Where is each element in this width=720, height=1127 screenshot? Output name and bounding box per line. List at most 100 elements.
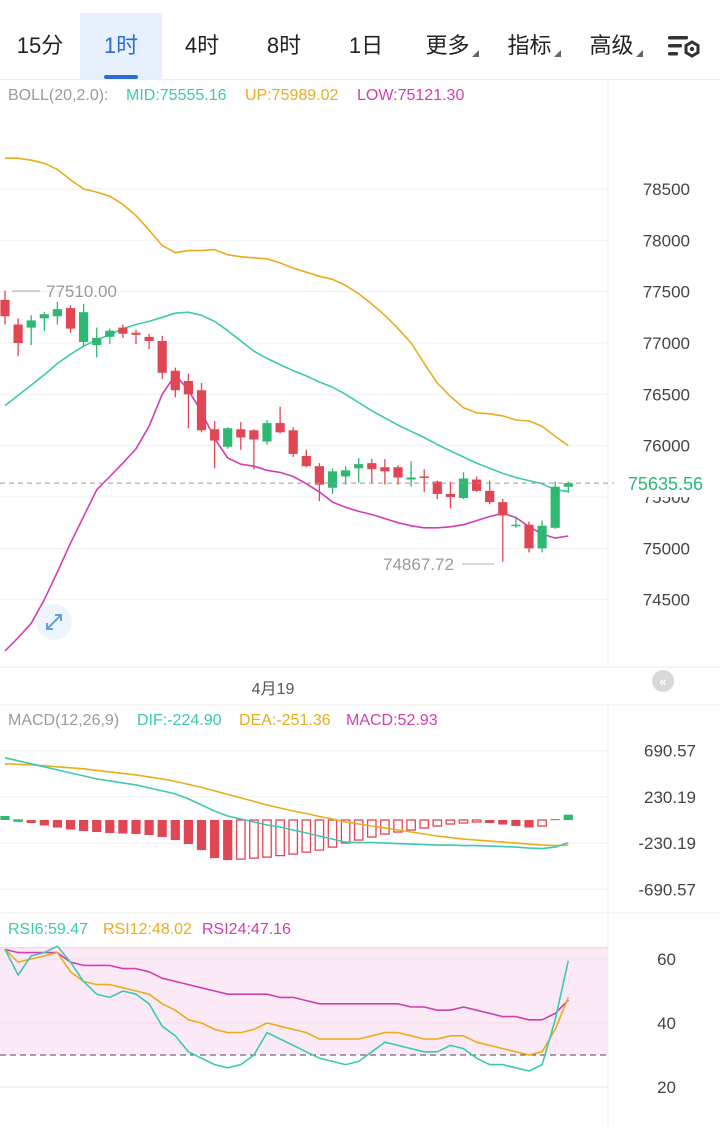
- low-price-marker: 74867.72: [383, 555, 494, 574]
- macd-histogram-bar: [26, 820, 36, 824]
- scroll-to-latest-button[interactable]: «: [652, 670, 674, 692]
- current-price-box: [614, 469, 720, 498]
- boll-lower-line: [4, 373, 569, 652]
- tab-more[interactable]: 更多: [412, 13, 492, 79]
- candle-body: [524, 524, 534, 549]
- macd-histogram-bar: [498, 820, 508, 825]
- rsi-tick-label: 20: [657, 1078, 676, 1097]
- tab-label: 指标: [507, 33, 552, 58]
- rsi12-legend: RSI12:48.02: [103, 921, 192, 938]
- price-tick-label: 78500: [643, 180, 690, 199]
- candle-body: [79, 312, 89, 342]
- candle-body: [131, 332, 141, 335]
- boll-upper-line: [5, 157, 569, 447]
- candle-body: [262, 423, 272, 442]
- candle-body: [196, 390, 207, 431]
- timeframe-tab-bar: 15分 1时 4时 8时 1日 更多 指标 高级: [0, 0, 720, 80]
- macd-tick-label: 690.57: [644, 742, 696, 761]
- macd-histogram-bar: [550, 818, 560, 821]
- price-tick-label: 78000: [643, 231, 690, 250]
- boll-bands-layer: [4, 157, 569, 652]
- tab-label: 8时: [266, 33, 302, 58]
- rsi-axis: 60 40 20: [657, 950, 676, 1097]
- candle-body: [458, 478, 469, 499]
- candle-body: [275, 423, 285, 433]
- rsi-tick-label: 60: [657, 950, 676, 969]
- tab-15m[interactable]: 15分: [0, 13, 80, 79]
- macd-histogram-bar: [196, 820, 207, 851]
- candle-body: [327, 471, 338, 488]
- candle-body: [472, 479, 482, 491]
- candle-body: [183, 380, 193, 395]
- candle-body: [301, 455, 311, 467]
- macd-histogram-bar: [39, 820, 49, 826]
- rsi12-line: [4, 948, 570, 1056]
- candle-body: [288, 430, 298, 454]
- macd-histogram-bar: [0, 815, 10, 820]
- candles-layer: [0, 290, 573, 562]
- rsi-overbought-band: [0, 947, 608, 1055]
- tab-1d[interactable]: 1日: [326, 13, 406, 79]
- rsi24-legend: RSI24:47.16: [202, 921, 291, 938]
- candle-body: [367, 463, 377, 470]
- macd-histogram-bar: [353, 819, 364, 841]
- candle-body: [0, 299, 10, 317]
- macd-histogram-bar: [537, 819, 547, 827]
- candle-body: [52, 309, 62, 317]
- macd-histogram-bar: [288, 819, 299, 855]
- candle-body: [13, 324, 23, 343]
- macd-histogram-bar: [485, 820, 495, 824]
- macd-histogram-bar: [419, 819, 430, 829]
- low-price-label: 74867.72: [383, 555, 454, 574]
- candle-body: [511, 524, 521, 527]
- expand-chart-button[interactable]: [36, 604, 72, 640]
- macd-histogram-bar: [249, 819, 259, 859]
- candle-body: [380, 467, 390, 472]
- macd-histogram-bar: [393, 819, 403, 833]
- macd-histogram-bar: [144, 820, 154, 836]
- chart-settings-button[interactable]: [664, 30, 704, 66]
- candle-body: [445, 493, 455, 498]
- tab-label: 4时: [184, 33, 220, 58]
- rsi6-line: [4, 945, 570, 1072]
- active-tab-indicator: [104, 75, 138, 79]
- candle-body: [210, 429, 220, 441]
- candle-body: [92, 337, 102, 346]
- candle-body: [118, 327, 128, 334]
- rsi-tick-label: 40: [657, 1014, 676, 1033]
- candle-body: [39, 314, 49, 319]
- macd-histogram-bar: [183, 820, 193, 845]
- price-tick-label: 77500: [643, 283, 690, 302]
- macd-histogram-bar: [432, 819, 443, 827]
- macd-histogram-bar: [13, 819, 23, 822]
- rsi-legend: RSI6:59.47 RSI12:48.02 RSI24:47.16: [8, 921, 291, 938]
- current-price-label: 75635.56: [628, 474, 703, 494]
- tab-label: 高级: [589, 33, 634, 58]
- tab-4h[interactable]: 4时: [162, 13, 242, 79]
- macd-histogram-bar: [406, 819, 416, 831]
- tab-indicators[interactable]: 指标: [494, 13, 574, 79]
- macd-histogram-bar: [262, 819, 272, 858]
- candle-body: [419, 476, 429, 478]
- chart-area[interactable]: BOLL(20,2.0): MID:75555.16 UP:75989.02 L…: [0, 80, 720, 1127]
- boll-mid-legend: MID:75555.16: [126, 87, 227, 104]
- macd-histogram-bar: [471, 819, 482, 823]
- macd-legend: MACD(12,26,9) DIF:-224.90 DEA:-251.36 MA…: [8, 712, 438, 729]
- high-price-marker: 77510.00: [12, 282, 117, 301]
- candle-body: [314, 466, 324, 485]
- macd-histogram-bar: [366, 819, 377, 838]
- macd-histogram-bar: [157, 820, 167, 838]
- macd-histogram-bar: [275, 819, 285, 857]
- tab-1h[interactable]: 1时: [80, 13, 162, 79]
- macd-histogram-bar: [105, 820, 115, 834]
- tab-8h[interactable]: 8时: [242, 13, 326, 79]
- candle-body: [236, 429, 246, 438]
- candle-body: [223, 428, 233, 447]
- rsi-layer: [0, 945, 608, 1088]
- macd-histogram-bar: [52, 820, 62, 828]
- tab-advanced[interactable]: 高级: [576, 13, 656, 79]
- macd-histogram-bar: [301, 819, 312, 853]
- dropdown-triangle-icon: [553, 50, 561, 57]
- macd-histogram-bar: [340, 819, 351, 844]
- price-tick-label: 77000: [643, 334, 690, 353]
